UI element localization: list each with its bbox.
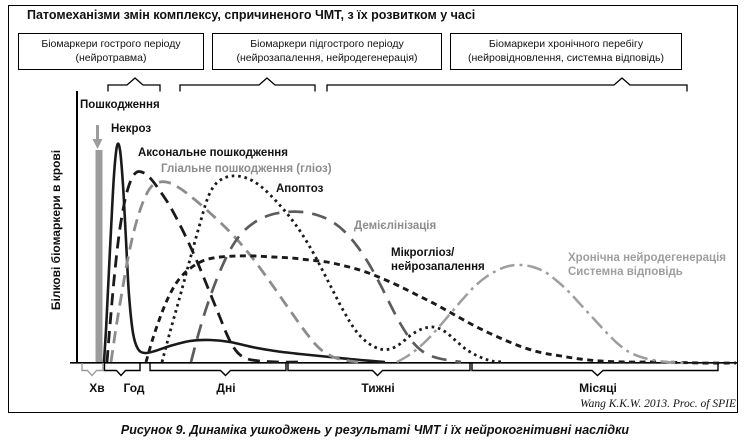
- glial-injury-label: Гліальне пошкодження (гліоз): [161, 163, 332, 175]
- biomarker-curves: [102, 142, 737, 365]
- curve-3-dotted: [160, 174, 505, 364]
- bracket-subacute-period: [179, 77, 316, 92]
- curve-0-solid: [102, 142, 386, 364]
- brace-months: [471, 363, 719, 377]
- x-label-minutes: Хв: [89, 381, 105, 395]
- damage-arrow-icon: [92, 139, 103, 149]
- period-box-subacute-line2: (нейрозапалення, нейродегенерація): [236, 51, 418, 64]
- period-box-subacute-line1: Біомаркери підгострого періоду: [250, 38, 404, 50]
- x-label-weeks: Тижні: [361, 381, 395, 395]
- necrosis-label: Некроз: [111, 123, 152, 135]
- chronic-neurodegeneration-label-line2: Системна відповідь: [568, 265, 683, 278]
- curve-6-dash-dot: [396, 263, 685, 365]
- brace-days: [149, 363, 287, 377]
- brace-weeks: [287, 363, 471, 377]
- period-box-acute-line1: Біомаркери гострого періоду: [41, 38, 181, 50]
- curve-4-long-dash-wide: [189, 210, 462, 364]
- figure-caption: Рисунок 9. Динаміка ушкоджень у результа…: [120, 423, 630, 437]
- y-axis-label: Білкові біомаркери в крові: [49, 149, 63, 311]
- damage-bar: [95, 150, 103, 362]
- x-label-months: Місяці: [579, 381, 617, 395]
- period-box-acute: Біомаркери гострого періоду (нейротравма…: [18, 33, 204, 70]
- demyelination-label: Демієлінізація: [354, 220, 437, 232]
- chronic-neurodegeneration-label: Хронічна нейродегенерація Системна відпо…: [568, 252, 726, 279]
- microgliosis-label-line2: нейрозапалення: [391, 260, 485, 273]
- curve-1-long-dash: [105, 170, 301, 364]
- bracket-acute-period: [107, 77, 161, 92]
- microgliosis-label: Мікрогліоз/ нейрозапалення: [391, 247, 485, 274]
- period-box-chronic-line1: Біомаркери хронічного перебігу: [488, 38, 644, 50]
- period-box-acute-line2: (нейротравма): [75, 51, 147, 64]
- period-box-chronic-line2: (нейровідновлення, системна відповідь): [467, 51, 664, 64]
- brace-hours: [103, 363, 141, 377]
- figure-title: Патомеханізми змін комплексу, спричинено…: [27, 8, 476, 22]
- chronic-neurodegeneration-label-line1: Хронічна нейродегенерація: [568, 252, 727, 264]
- brace-minutes: [81, 363, 104, 377]
- apoptosis-label: Апоптоз: [276, 183, 324, 195]
- figure-frame: [8, 5, 738, 413]
- curve-2-long-dash: [109, 180, 359, 364]
- bracket-chronic-period: [326, 77, 688, 92]
- period-box-chronic: Біомаркери хронічного перебігу (нейровід…: [450, 33, 682, 70]
- axonal-injury-label: Аксональне пошкодження: [138, 147, 288, 159]
- damage-label: Пошкодження: [80, 99, 160, 111]
- source-citation: Wang K.K.W. 2013. Proc. of SPIE: [580, 398, 736, 410]
- microgliosis-label-line1: Мікрогліоз/: [391, 247, 455, 259]
- x-label-hours: Год: [123, 381, 145, 395]
- period-box-subacute: Біомаркери підгострого періоду (нейрозап…: [212, 33, 442, 70]
- x-label-days: Дні: [216, 381, 236, 395]
